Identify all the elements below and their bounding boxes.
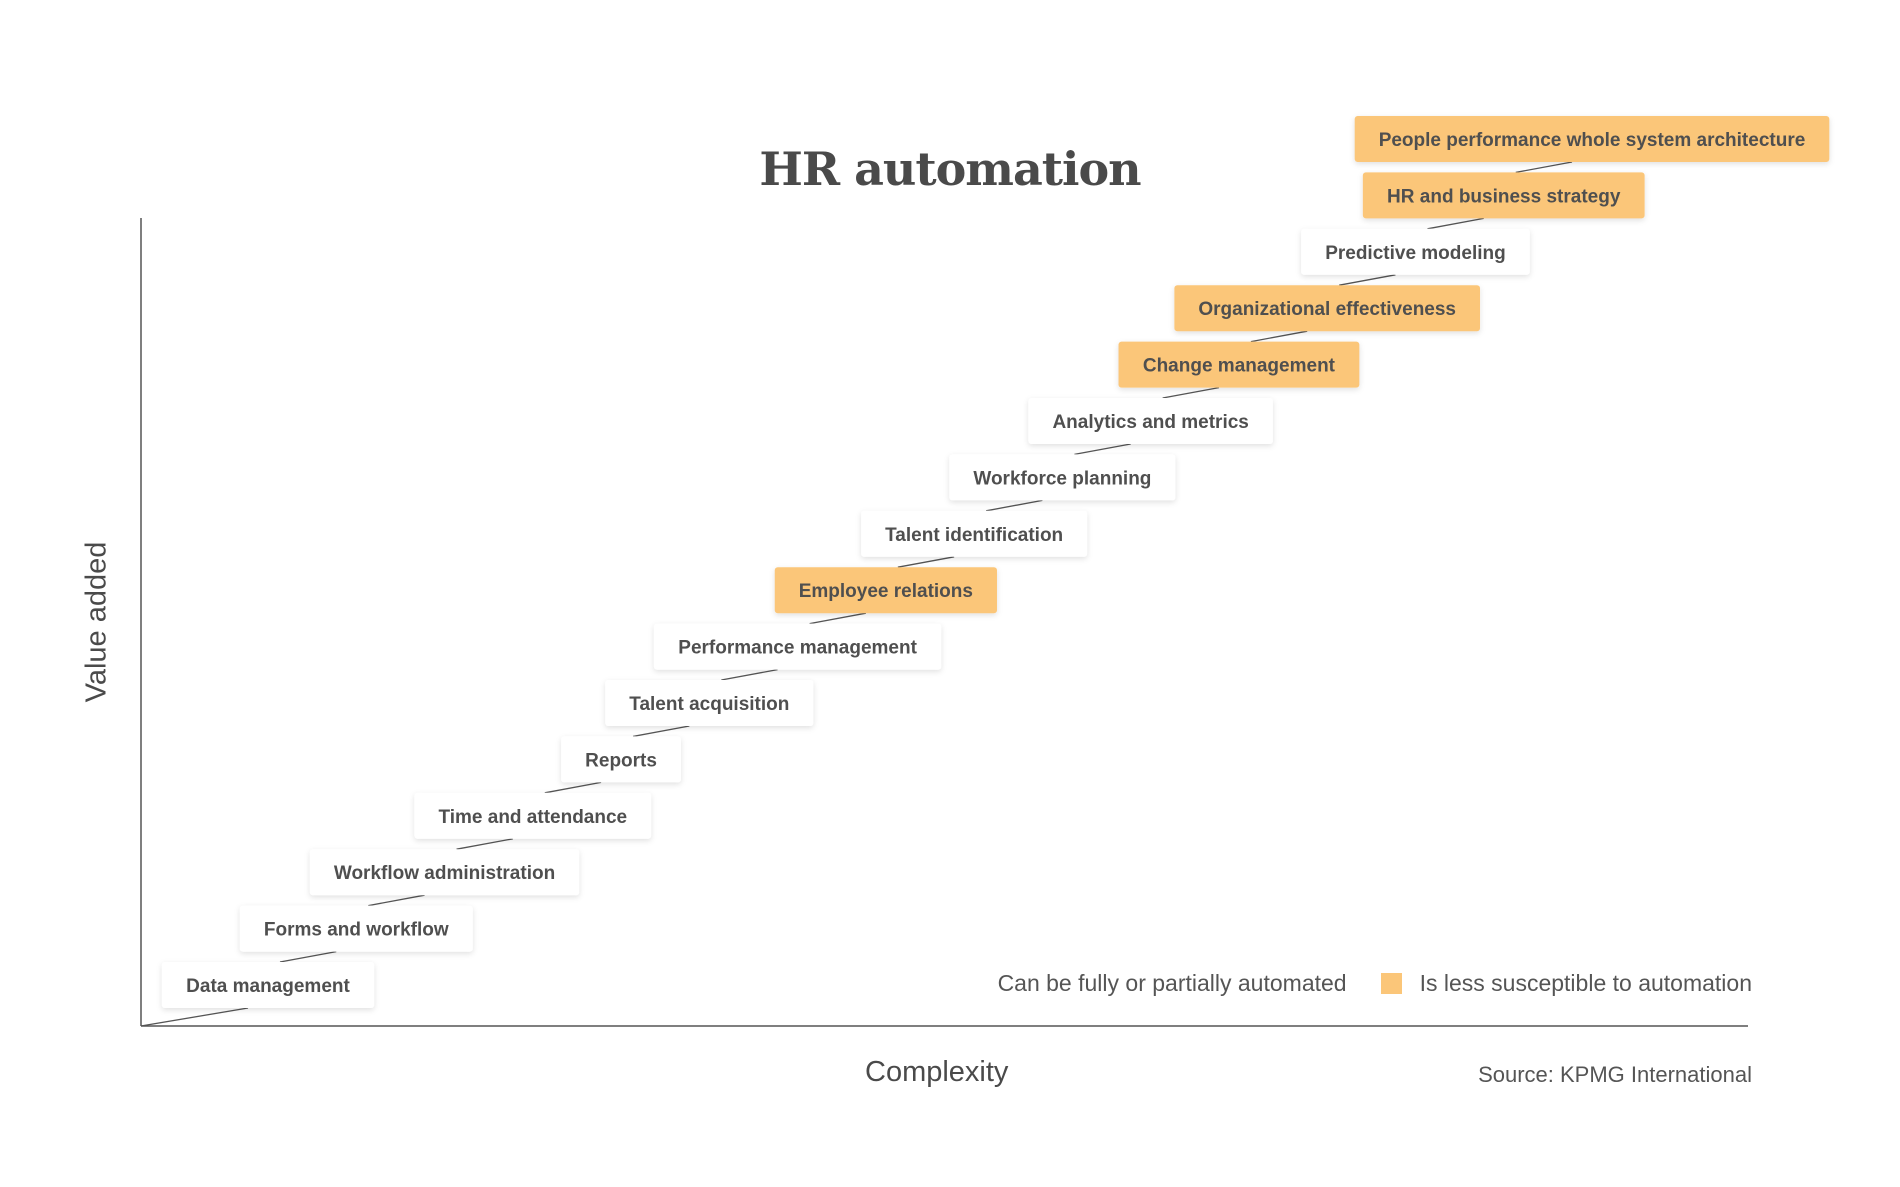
step-box-plain: [414, 792, 652, 839]
step-label: Performance management: [678, 638, 917, 659]
step-connector: [1250, 330, 1308, 343]
step-label: Forms and workflow: [264, 920, 449, 941]
step-connector: [809, 612, 866, 625]
step-connector: [986, 499, 1043, 512]
legend: Can be fully or partially automated Is l…: [998, 970, 1752, 997]
step-box: Talent acquisition: [605, 680, 814, 726]
step-connector: [1427, 217, 1484, 230]
step-box: Talent identification: [861, 510, 1088, 557]
step-box-highlight: [1354, 116, 1830, 162]
step-label: Data management: [186, 976, 350, 997]
chart-title: HR automation: [759, 142, 1141, 196]
step-box: HR and business strategy: [1362, 172, 1645, 219]
step-box-plain: [1028, 398, 1273, 444]
step-connector: [1339, 274, 1396, 286]
step-label: Change management: [1143, 356, 1336, 377]
step-label: Organizational effectiveness: [1198, 299, 1456, 320]
step-box: Organizational effectiveness: [1174, 285, 1481, 332]
step-box-highlight: [1118, 341, 1360, 388]
step-box: Predictive modeling: [1301, 228, 1530, 275]
steps-layer: Data management Forms and workflow Workflo…: [140, 116, 1830, 1027]
step-connector: [632, 725, 690, 738]
step-box-highlight: [1174, 285, 1481, 332]
step-box-plain: [1301, 228, 1530, 275]
step-box: Forms and workflow: [239, 905, 473, 952]
step-box: Reports: [561, 736, 681, 783]
step-label: Predictive modeling: [1325, 243, 1506, 264]
step-box-plain: [561, 736, 681, 783]
step-box: Employee relations: [774, 567, 997, 614]
step-box-plain: [161, 962, 375, 1008]
step-connector: [721, 668, 778, 681]
step-box: Workforce planning: [949, 454, 1176, 501]
step-label: Talent identification: [885, 525, 1063, 546]
step-label: HR and business strategy: [1387, 186, 1621, 207]
step-box: Change management: [1118, 341, 1360, 388]
step-box-highlight: [1362, 172, 1645, 219]
step-label: Time and attendance: [438, 807, 627, 828]
step-box: Time and attendance: [414, 792, 652, 839]
step-connector: [897, 556, 955, 568]
step-connector: [544, 781, 602, 794]
step-connector: [456, 838, 513, 850]
step-label: Talent acquisition: [629, 694, 789, 715]
step-connector: [1515, 161, 1573, 174]
step-connector: [279, 950, 337, 963]
step-label: Analytics and metrics: [1052, 412, 1248, 433]
step-connector: [1162, 386, 1220, 399]
step-connector: [1074, 443, 1131, 456]
step-connector: [368, 894, 425, 907]
step-connector: [140, 1007, 249, 1027]
step-box-plain: [239, 905, 473, 952]
step-box-plain: [309, 849, 580, 896]
step-label: Workforce planning: [973, 468, 1151, 489]
step-label: People performance whole system architec…: [1379, 130, 1806, 151]
step-box: Performance management: [653, 623, 942, 670]
step-label: Reports: [585, 750, 657, 771]
step-label: Workflow administration: [334, 863, 555, 884]
legend-less-susceptible-label: Is less susceptible to automation: [1419, 970, 1752, 996]
step-box: Workflow administration: [309, 849, 580, 896]
step-box: Analytics and metrics: [1028, 398, 1273, 444]
source-note: Source: KPMG International: [1478, 1062, 1752, 1087]
legend-automated-label: Can be fully or partially automated: [997, 970, 1347, 996]
step-label: Employee relations: [799, 581, 973, 602]
step-box-plain: [949, 454, 1176, 501]
legend-highlight-swatch: [1380, 973, 1402, 994]
step-box: Data management: [161, 962, 375, 1008]
x-axis-label: Complexity: [865, 1056, 1009, 1088]
step-box: People performance whole system architec…: [1354, 116, 1830, 162]
y-axis-label: Value added: [80, 541, 113, 703]
step-box-highlight: [774, 567, 997, 614]
step-box-plain: [653, 623, 942, 670]
step-box-plain: [605, 680, 814, 726]
step-box-plain: [861, 510, 1088, 557]
